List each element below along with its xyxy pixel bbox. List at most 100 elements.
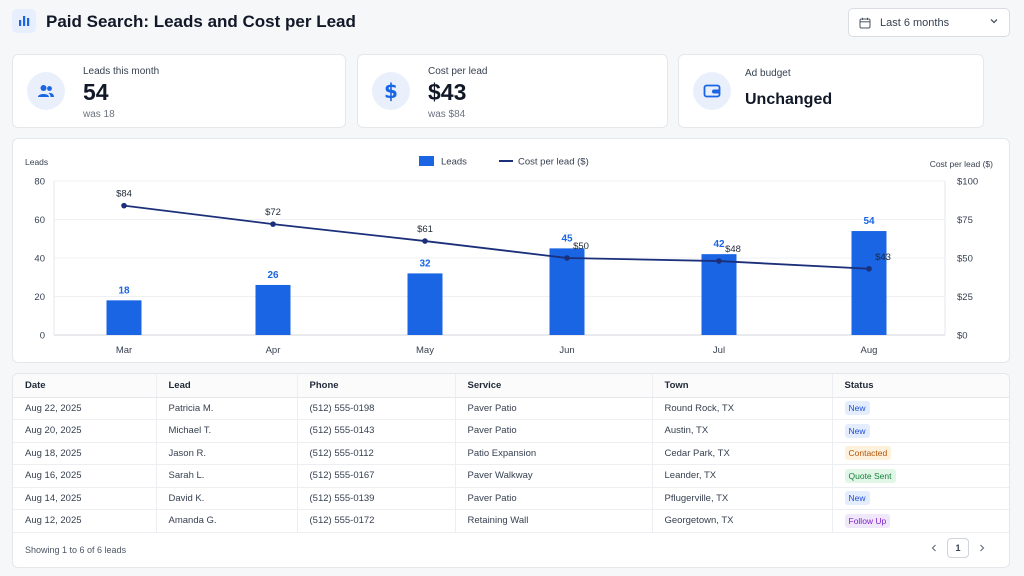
- leads-cost-chart: 0 20 40 60 80 $0 $25 $50 $75 $100 Leads Cost per le…: [25, 156, 993, 356]
- x-tick-label: Mar: [116, 345, 132, 356]
- bar: [106, 300, 142, 335]
- kpi-value: $43: [428, 79, 467, 105]
- table-cell: Contacted: [832, 442, 1009, 465]
- cost-point: [422, 238, 428, 244]
- cost-value-label: $50: [573, 241, 589, 252]
- legend-bar-swatch: [419, 156, 434, 166]
- table-cell: Cedar Park, TX: [652, 442, 833, 465]
- cost-value-label: $84: [116, 189, 132, 200]
- x-tick-label: Jun: [559, 345, 574, 356]
- table-cell: (512) 555-0143: [297, 419, 456, 443]
- table-cell: Patio Expansion: [455, 442, 653, 465]
- table-cell: Leander, TX: [652, 464, 833, 488]
- y-right-axis-title: Cost per lead ($): [930, 159, 993, 169]
- table-row[interactable]: Aug 14, 2025 David K. (512) 555-0139 Paver …: [13, 487, 1009, 510]
- table-cell: (512) 555-0112: [297, 442, 456, 465]
- table-cell: Paver Walkway: [455, 464, 653, 488]
- date-range-select[interactable]: Last 6 months: [848, 8, 1010, 37]
- status-badge: Follow Up: [844, 513, 891, 528]
- column-header[interactable]: Service: [455, 374, 653, 398]
- table-cell: Pflugerville, TX: [652, 487, 833, 510]
- kpi-label: Cost per lead: [428, 66, 488, 77]
- bar-value-label: 26: [267, 270, 279, 281]
- legend-label: Cost per lead ($): [518, 157, 589, 168]
- table-cell: Jason R.: [156, 442, 298, 465]
- y-tick-label: 60: [34, 215, 45, 226]
- kpi-budget-card: Ad budget Unchanged: [678, 54, 984, 128]
- cost-value-label: $43: [875, 252, 891, 263]
- table-row[interactable]: Aug 16, 2025 Sarah L. (512) 555-0167 Paver …: [13, 464, 1009, 488]
- table-cell: Paver Patio: [455, 487, 653, 510]
- status-badge: Quote Sent: [844, 468, 896, 483]
- page-button[interactable]: 1: [947, 538, 969, 558]
- column-header[interactable]: Town: [652, 374, 833, 398]
- cost-value-label: $61: [417, 224, 433, 235]
- table-cell: Austin, TX: [652, 419, 833, 443]
- chevron-left-icon[interactable]: [923, 538, 945, 558]
- kpi-value: 54: [83, 79, 109, 105]
- y-tick-label: 0: [40, 331, 45, 342]
- table-cell: Aug 14, 2025: [13, 487, 157, 510]
- cost-line: [123, 204, 870, 270]
- table-cell: Michael T.: [156, 419, 298, 443]
- table-footer: Showing 1 to 6 of 6 leads: [25, 545, 127, 555]
- cost-point: [564, 255, 570, 261]
- table-cell: Round Rock, TX: [652, 397, 833, 420]
- header: Paid Search: Leads and Cost per Lead Las…: [0, 0, 1024, 46]
- table-cell: New: [832, 397, 1009, 420]
- chevron-right-icon[interactable]: [971, 538, 993, 558]
- cost-point: [121, 202, 127, 209]
- kpi-label: Leads this month: [83, 66, 160, 77]
- chevron-down-icon: [989, 16, 999, 29]
- column-header[interactable]: Phone: [297, 374, 456, 398]
- table-cell: Retaining Wall: [455, 509, 653, 533]
- table-cell: Aug 12, 2025: [13, 509, 157, 533]
- kpi-value: Unchanged: [745, 91, 833, 108]
- x-tick-label: Jul: [713, 345, 725, 356]
- kpi-cost-card: $ Cost per lead $43 was $84: [357, 54, 668, 128]
- cost-point: [866, 265, 872, 272]
- y-tick-label: 40: [34, 254, 45, 265]
- bar-value-label: 45: [561, 233, 573, 244]
- table-cell: (512) 555-0172: [297, 509, 456, 533]
- cost-value-label: $72: [265, 207, 281, 218]
- column-header[interactable]: Date: [13, 374, 157, 398]
- y-right-tick-label: $100: [957, 177, 978, 188]
- column-header[interactable]: Status: [832, 374, 1009, 398]
- table-cell: Aug 20, 2025: [13, 419, 157, 443]
- bar-value-label: 54: [863, 216, 875, 227]
- table-row[interactable]: Aug 20, 2025 Michael T. (512) 555-0143 Pave…: [13, 419, 1009, 443]
- table-cell: (512) 555-0198: [297, 397, 456, 420]
- y-right-tick-label: $0: [957, 331, 968, 342]
- y-right-tick-label: $25: [957, 292, 973, 303]
- bar: [851, 231, 887, 335]
- table-row[interactable]: Aug 12, 2025 Amanda G. (512) 555-0172 Retai…: [13, 509, 1009, 533]
- status-badge: New: [844, 401, 870, 416]
- table-cell: Paver Patio: [455, 397, 653, 420]
- y-right-tick-label: $75: [957, 215, 973, 226]
- table-row[interactable]: Aug 18, 2025 Jason R. (512) 555-0112 Patio …: [13, 442, 1009, 465]
- wallet-icon: [693, 72, 731, 110]
- leads-table-card: Date Lead Phone Service Town Status Aug 22, 2…: [12, 373, 1010, 568]
- leads-table: Date Lead Phone Service Town Status Aug 22, 2…: [13, 374, 1009, 533]
- bar-value-label: 18: [118, 285, 130, 296]
- y-axis-title: Leads: [25, 157, 48, 167]
- page-title: Paid Search: Leads and Cost per Lead: [46, 12, 356, 31]
- date-range-value: Last 6 months: [880, 16, 950, 29]
- dollar-icon: $: [372, 72, 410, 110]
- bar: [255, 284, 291, 335]
- table-cell: Follow Up: [832, 509, 1009, 533]
- table-row[interactable]: Aug 22, 2025 Patricia M. (512) 555-0198 Pav…: [13, 397, 1009, 420]
- calendar-icon: [859, 17, 871, 29]
- table-cell: Aug 16, 2025: [13, 464, 157, 488]
- kpi-leads-card: Leads this month 54 was 18: [12, 54, 346, 128]
- x-tick-label: May: [416, 345, 434, 356]
- table-cell: Amanda G.: [156, 509, 298, 533]
- table-cell: Aug 18, 2025: [13, 442, 157, 465]
- kpi-previous: was 18: [83, 109, 115, 120]
- y-tick-label: 80: [34, 177, 45, 188]
- column-header[interactable]: Lead: [156, 374, 298, 398]
- bar: [407, 273, 443, 335]
- table-cell: David K.: [156, 487, 298, 510]
- x-tick-label: Aug: [861, 345, 878, 356]
